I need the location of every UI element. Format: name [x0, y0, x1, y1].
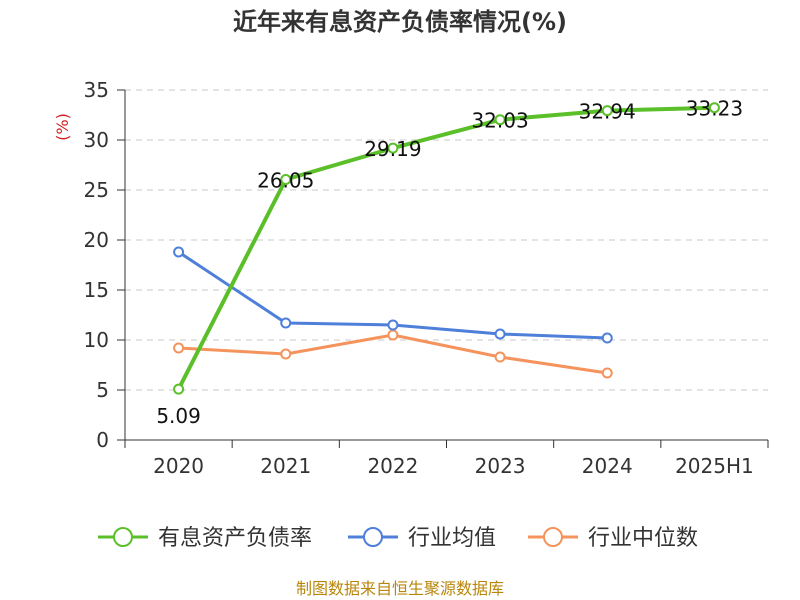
data-point — [280, 174, 292, 185]
axes — [124, 90, 768, 441]
data-point — [387, 319, 399, 331]
legend-label: 有息资产负债率 — [158, 526, 312, 551]
y-tick-label: 35 — [84, 78, 109, 102]
y-tick-label: 10 — [84, 328, 109, 352]
y-tick-label: 15 — [84, 278, 109, 302]
data-label: 29.19 — [364, 137, 421, 161]
source-note: 制图数据来自恒生聚源数据库 — [296, 579, 504, 598]
chart-title: 近年来有息资产负债率情况(%) — [233, 8, 567, 36]
series-line — [178, 333, 608, 375]
y-axis-unit-label: (%) — [53, 113, 72, 141]
y-tick-label: 5 — [96, 378, 109, 402]
data-point — [708, 102, 720, 114]
series-line — [176, 105, 715, 391]
grid-lines — [125, 89, 768, 391]
x-tick-label: 2025H1 — [675, 454, 754, 478]
y-tick-label: 20 — [84, 228, 109, 252]
legend-label: 行业中位数 — [588, 526, 698, 551]
legend-marker — [113, 527, 133, 547]
legend: 有息资产负债率 行业均值 行业中位数 — [98, 526, 698, 551]
data-point — [387, 329, 399, 341]
data-point — [173, 246, 185, 258]
x-axis-ticks: 2020 2021 2022 2023 2024 2025H1 — [124, 440, 769, 478]
data-label: 5.09 — [156, 404, 201, 428]
legend-marker — [363, 527, 383, 547]
data-point — [601, 332, 613, 344]
y-tick-label: 0 — [96, 428, 109, 452]
x-tick-label: 2023 — [475, 454, 526, 478]
data-series — [173, 102, 720, 395]
data-point — [494, 351, 506, 363]
data-point — [601, 367, 613, 379]
y-tick-label: 30 — [84, 128, 109, 152]
data-labels: 5.09 26.05 29.19 32.03 32.94 33.23 — [156, 97, 743, 428]
x-tick-label: 2024 — [582, 454, 633, 478]
data-label: 32.94 — [579, 100, 636, 124]
data-point — [173, 383, 185, 395]
data-point — [280, 348, 292, 360]
data-point — [280, 317, 292, 329]
data-label: 33.23 — [686, 97, 743, 121]
data-point — [387, 142, 399, 154]
x-tick-label: 2021 — [260, 454, 311, 478]
data-label: 32.03 — [471, 109, 528, 133]
legend-label: 行业均值 — [408, 526, 496, 551]
legend-marker — [543, 527, 563, 547]
y-tick-label: 25 — [84, 178, 109, 202]
data-label: 26.05 — [257, 169, 314, 193]
x-tick-label: 2020 — [153, 454, 204, 478]
y-axis-ticks: 0 5 10 15 20 25 30 35 — [84, 78, 125, 452]
data-point — [173, 342, 185, 354]
data-point — [494, 328, 506, 340]
data-point — [601, 105, 613, 117]
data-point — [494, 114, 506, 126]
x-tick-label: 2022 — [367, 454, 418, 478]
